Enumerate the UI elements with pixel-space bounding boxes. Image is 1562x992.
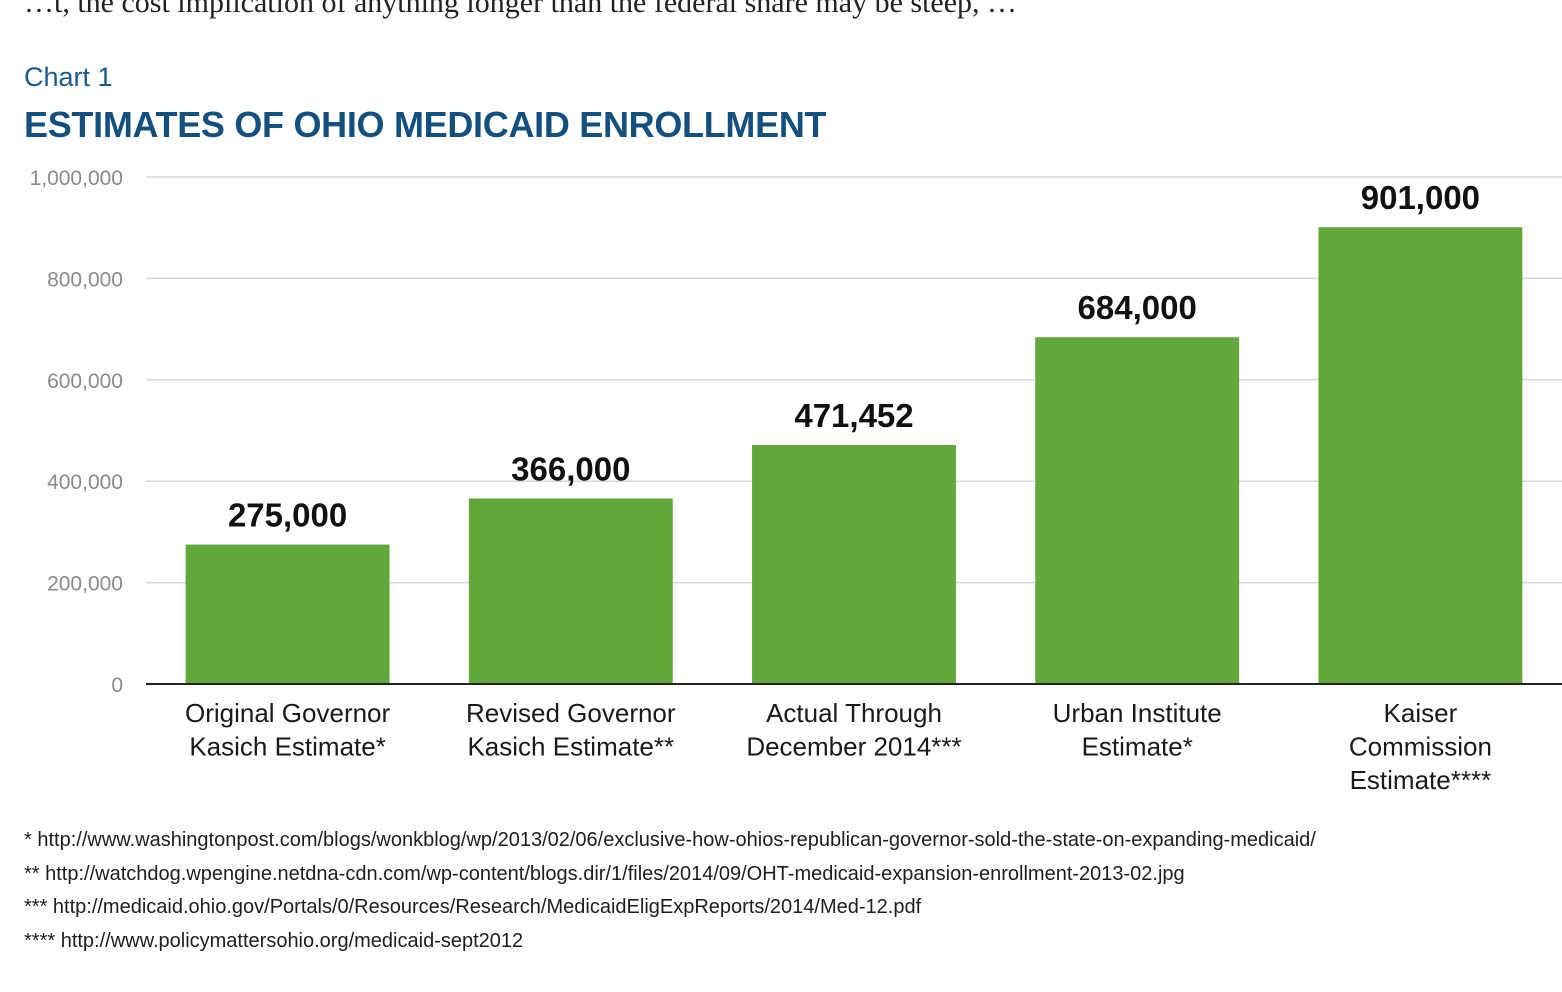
x-category-label: Revised Governor Kasich Estimate** [466, 698, 676, 762]
bar-value-label: 471,452 [794, 397, 913, 434]
x-category-label-line: Commission [1349, 732, 1492, 762]
y-tick-label: 0 [111, 674, 123, 697]
bar [1035, 337, 1240, 684]
footnote-3: *** http://medicaid.ohio.gov/Portals/0/R… [24, 896, 922, 918]
x-category-label-line: Original Governor [185, 698, 391, 728]
x-category-label: Actual Through December 2014*** [746, 698, 961, 762]
bar [1318, 227, 1523, 684]
y-tick-label: 800,000 [47, 268, 123, 291]
bar-value-label: 684,000 [1078, 289, 1197, 326]
x-category-label-line: Kaiser [1384, 698, 1458, 728]
y-tick-label: 600,000 [47, 370, 123, 393]
x-category-label: Original Governor Kasich Estimate* [185, 698, 391, 762]
y-tick-label: 1,000,000 [30, 167, 123, 190]
y-axis-tick-labels: 0 200,000 400,000 600,000 800,000 1,000,000 [30, 167, 123, 697]
bar [468, 498, 673, 684]
footnote-4: **** http://www.policymattersohio.org/me… [24, 929, 524, 952]
bar [185, 544, 390, 684]
x-category-label-line: December 2014*** [746, 732, 961, 762]
x-category-label-line: Kasich Estimate* [189, 732, 386, 762]
footnote-2: ** http://watchdog.wpengine.netdna-cdn.c… [24, 862, 1185, 885]
x-category-label-line: Actual Through [766, 698, 942, 728]
footnote-1: * http://www.washingtonpost.com/blogs/wo… [24, 829, 1316, 851]
x-category-label-line: Revised Governor [466, 698, 676, 728]
x-category-label: Urban Institute Estimate* [1053, 698, 1222, 762]
bar-chart: 0 200,000 400,000 600,000 800,000 1,000,000 2… [30, 167, 1562, 795]
bar-value-label: 901,000 [1361, 179, 1480, 216]
x-category-label-line: Estimate* [1082, 732, 1193, 762]
bar [752, 444, 956, 684]
x-category-label: Kaiser Commission Estimate**** [1349, 698, 1492, 795]
chart-title: ESTIMATES OF OHIO MEDICAID ENROLLMENT [24, 104, 827, 145]
bar-value-labels: 275,000 366,000 471,452 684,000 901,000 [228, 179, 1480, 533]
footnotes: * http://www.washingtonpost.com/blogs/wo… [24, 826, 1316, 960]
bars [185, 227, 1523, 684]
bar-value-label: 275,000 [228, 497, 347, 534]
y-tick-label: 400,000 [47, 471, 123, 494]
x-axis-category-labels: Original Governor Kasich Estimate* Revised… [185, 698, 1492, 795]
x-category-label-line: Estimate**** [1350, 765, 1492, 795]
bar-value-label: 366,000 [511, 450, 630, 487]
x-category-label-line: Urban Institute [1053, 698, 1222, 728]
page-body-text-fragment: …t, the cost implication of anything lon… [24, 0, 1018, 19]
x-category-label-line: Kasich Estimate** [467, 732, 674, 762]
y-tick-label: 200,000 [47, 573, 123, 596]
chart-number-label: Chart 1 [24, 62, 113, 92]
